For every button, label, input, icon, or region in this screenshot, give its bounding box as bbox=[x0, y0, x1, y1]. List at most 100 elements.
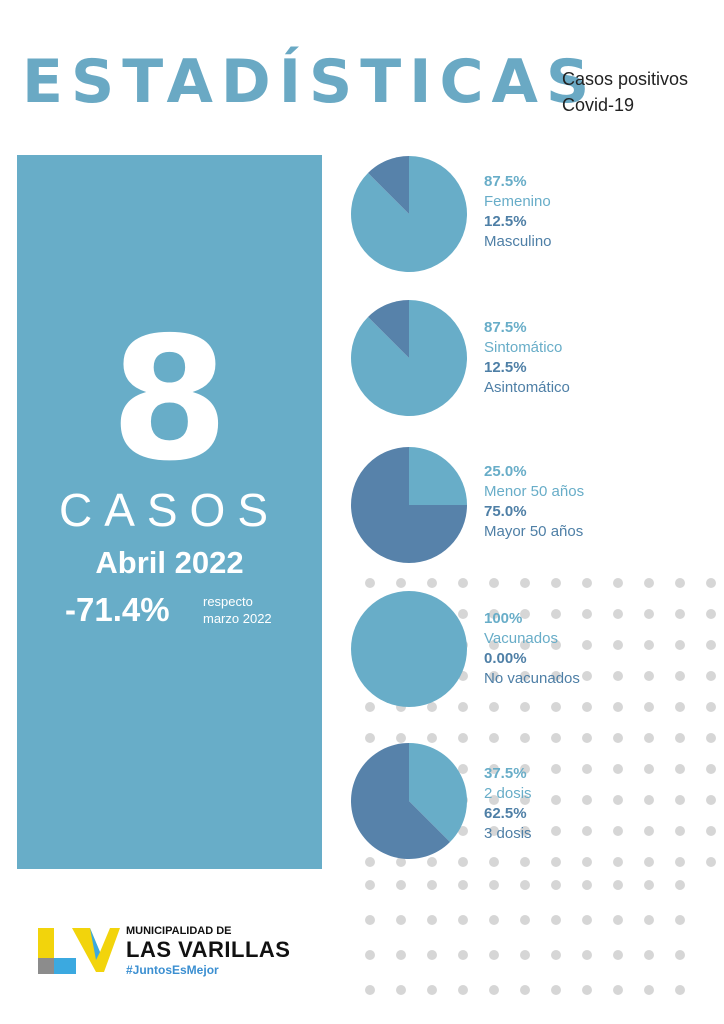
legend-label-femenino: Femenino bbox=[484, 193, 551, 210]
background-dot bbox=[675, 578, 685, 588]
legend-value-sintomatico: 87.5% bbox=[484, 319, 527, 336]
background-dot bbox=[706, 795, 716, 805]
legend-value-asintomatico: 12.5% bbox=[484, 359, 527, 376]
background-dot bbox=[489, 764, 499, 774]
background-dot bbox=[551, 764, 561, 774]
municipality-logo-icon bbox=[38, 928, 120, 974]
page-subtitle: Casos positivos Covid-19 bbox=[562, 66, 688, 118]
background-dot bbox=[489, 880, 499, 890]
background-dot bbox=[675, 985, 685, 995]
background-dot bbox=[520, 702, 530, 712]
background-dot bbox=[427, 702, 437, 712]
legend-value-mayor-50: 75.0% bbox=[484, 503, 527, 520]
background-dot bbox=[396, 733, 406, 743]
background-dot bbox=[613, 857, 623, 867]
background-dot bbox=[427, 950, 437, 960]
background-dot bbox=[520, 826, 530, 836]
background-dot bbox=[520, 578, 530, 588]
background-dot bbox=[458, 609, 468, 619]
background-dot bbox=[675, 795, 685, 805]
background-dot bbox=[551, 671, 561, 681]
legend-label-3-dosis: 3 dosis bbox=[484, 825, 532, 842]
background-dot bbox=[520, 733, 530, 743]
background-dot bbox=[551, 702, 561, 712]
background-dot bbox=[365, 985, 375, 995]
background-dot bbox=[365, 915, 375, 925]
legend-doses: 37.5% 2 dosis 62.5% 3 dosis bbox=[484, 764, 532, 844]
background-dot bbox=[551, 880, 561, 890]
background-dot bbox=[675, 857, 685, 867]
background-dot bbox=[365, 857, 375, 867]
background-dot bbox=[675, 915, 685, 925]
org-name-line-2: LAS VARILLAS bbox=[126, 937, 291, 962]
background-dot bbox=[520, 764, 530, 774]
legend-gender: 87.5% Femenino 12.5% Masculino bbox=[484, 172, 552, 252]
background-dot bbox=[551, 733, 561, 743]
legend-label-masculino: Masculino bbox=[484, 233, 552, 250]
background-dot bbox=[613, 880, 623, 890]
municipality-logo-text: MUNICIPALIDAD DE LAS VARILLAS #JuntosEsM… bbox=[126, 925, 290, 978]
legend-label-asintomatico: Asintomático bbox=[484, 379, 570, 396]
background-dot bbox=[551, 985, 561, 995]
background-dot bbox=[582, 857, 592, 867]
change-note-line-1: respecto bbox=[203, 594, 253, 609]
background-dot bbox=[582, 609, 592, 619]
background-dot bbox=[520, 857, 530, 867]
background-dot bbox=[458, 950, 468, 960]
background-dot bbox=[396, 857, 406, 867]
pie-chart-age bbox=[351, 447, 467, 563]
legend-value-vacunados: 100% bbox=[484, 610, 523, 627]
background-dot bbox=[644, 950, 654, 960]
background-dot bbox=[520, 640, 530, 650]
background-dot bbox=[396, 880, 406, 890]
background-dot bbox=[582, 671, 592, 681]
pie-slice-menor-50-años bbox=[409, 447, 467, 505]
background-dot bbox=[396, 578, 406, 588]
org-name-line-1: MUNICIPALIDAD DE bbox=[126, 925, 232, 937]
pie-slice-sintomático bbox=[351, 300, 468, 416]
background-dot bbox=[396, 950, 406, 960]
background-dot bbox=[582, 795, 592, 805]
background-dot bbox=[706, 733, 716, 743]
background-dot bbox=[427, 915, 437, 925]
legend-value-menor-50: 25.0% bbox=[484, 463, 527, 480]
background-dot bbox=[458, 578, 468, 588]
background-dot bbox=[458, 671, 468, 681]
background-dot bbox=[396, 915, 406, 925]
subtitle-line-2: Covid-19 bbox=[562, 95, 635, 115]
background-dot bbox=[644, 764, 654, 774]
background-dot bbox=[365, 733, 375, 743]
background-dot bbox=[551, 826, 561, 836]
background-dot bbox=[520, 950, 530, 960]
legend-value-2-dosis: 37.5% bbox=[484, 765, 527, 782]
background-dot bbox=[675, 733, 685, 743]
background-dot bbox=[458, 915, 468, 925]
background-dot bbox=[613, 826, 623, 836]
background-dot bbox=[489, 950, 499, 960]
background-dot bbox=[458, 764, 468, 774]
background-dot bbox=[613, 733, 623, 743]
background-dot bbox=[644, 671, 654, 681]
background-dot bbox=[396, 985, 406, 995]
background-dot bbox=[644, 795, 654, 805]
background-dot bbox=[706, 578, 716, 588]
background-dot bbox=[427, 985, 437, 995]
background-dot bbox=[582, 880, 592, 890]
background-dot bbox=[489, 733, 499, 743]
background-dot bbox=[675, 950, 685, 960]
legend-value-femenino: 87.5% bbox=[484, 173, 527, 190]
background-dot bbox=[582, 733, 592, 743]
change-percent: -71.4% bbox=[65, 591, 170, 628]
background-dot bbox=[675, 640, 685, 650]
background-dot bbox=[365, 880, 375, 890]
background-dot bbox=[706, 609, 716, 619]
legend-value-3-dosis: 62.5% bbox=[484, 805, 527, 822]
background-dot bbox=[644, 915, 654, 925]
background-dot bbox=[489, 915, 499, 925]
background-dot bbox=[551, 795, 561, 805]
background-dot bbox=[613, 702, 623, 712]
background-dot bbox=[613, 795, 623, 805]
legend-label-no-vacunados: No vacunados bbox=[484, 670, 580, 687]
subtitle-line-1: Casos positivos bbox=[562, 69, 689, 89]
page-title: ESTADÍSTICAS bbox=[22, 47, 598, 117]
